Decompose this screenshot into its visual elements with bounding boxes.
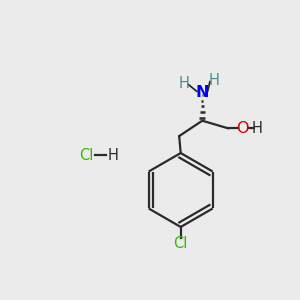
Text: O: O [236,121,249,136]
Text: H: H [251,121,262,136]
Text: N: N [196,85,209,100]
Text: H: H [107,148,118,163]
Text: H: H [208,73,219,88]
Text: Cl: Cl [79,148,93,163]
Text: H: H [178,76,189,91]
Text: Cl: Cl [173,236,188,251]
